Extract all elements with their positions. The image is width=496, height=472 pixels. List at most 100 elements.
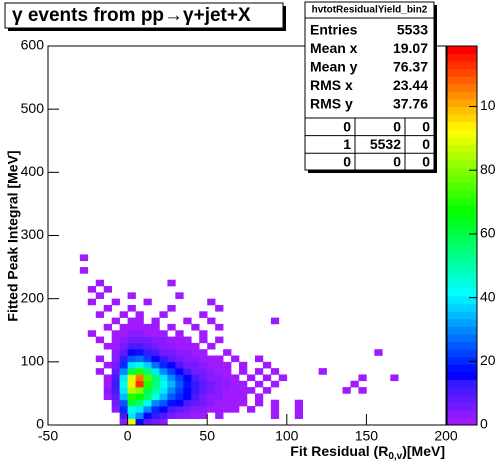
x-axis-title-part: )[MeV] [402,443,445,459]
cell [103,361,112,369]
cell [159,361,168,369]
cell [270,399,280,407]
cell [143,298,152,306]
cell [207,374,216,382]
cell [207,368,216,375]
stats-value: 76.37 [393,59,428,75]
cell [294,412,304,419]
cell [143,361,152,369]
cell [127,399,136,407]
cell [199,399,208,407]
y-tick-label: 0 [36,416,44,432]
cell [175,330,184,337]
palette-band [447,334,477,343]
cell [223,349,232,356]
cell [103,380,112,388]
cell [159,342,168,350]
cell [119,342,128,350]
cell [183,336,192,344]
cell [223,399,232,407]
palette-band [447,303,477,312]
cell [87,298,97,306]
cell [159,355,168,363]
cell [111,393,120,401]
palette-band [447,83,477,92]
cell [183,368,192,375]
stats-table-cell: 0 [393,154,401,170]
stats-name: hvtotResidualYield_bin2 [312,5,428,16]
cell [207,380,216,388]
cell [215,355,224,363]
cell [215,361,224,369]
palette-band [447,121,477,130]
y-tick-label: 500 [21,100,45,116]
cell [374,349,383,356]
cell [175,368,184,375]
cell [95,336,105,344]
cell [199,330,208,337]
cell [127,361,136,369]
cell [175,399,184,407]
cell [135,374,144,382]
palette-band [447,182,477,191]
cell [167,361,176,369]
palette-band [447,205,477,214]
cell [143,380,152,388]
cell [143,412,152,419]
cell [135,412,144,419]
cell [223,368,232,375]
cell [95,311,105,318]
cell [103,304,112,312]
cell [167,399,176,407]
cell [207,298,216,306]
cell [151,387,160,394]
cell [135,342,144,350]
cell [191,387,200,394]
cell [183,361,192,369]
palette-band [447,220,477,229]
cell [135,323,144,331]
cell [175,292,184,299]
cell [183,349,192,356]
cell [175,412,184,419]
cell [119,311,128,318]
x-tick-label: -50 [38,428,58,444]
palette-frame [446,45,478,426]
cell [111,330,120,337]
cell [143,342,152,350]
cell [199,406,208,413]
cell [103,286,112,293]
cell [87,286,97,293]
cell [119,412,128,419]
y-tick-label: 100 [21,353,45,369]
cell [119,323,128,331]
palette-band [447,53,477,62]
cell [270,368,280,375]
cell [183,342,192,350]
cell [127,349,136,356]
cell [199,336,208,344]
palette-band [447,167,477,176]
palette-band [447,402,477,411]
cell [215,412,224,419]
cell [127,317,136,325]
cell [191,412,200,419]
cell [95,292,105,299]
cell [215,323,224,331]
cell [119,393,128,401]
cell [239,361,248,369]
palette-band [447,235,477,244]
stats-label: Entries [310,22,358,38]
cell [183,380,192,388]
stats-table-cell: 0 [422,154,430,170]
z-tick-label: 20 [480,352,496,368]
cell [199,361,208,369]
cell [199,412,208,419]
cell [79,267,89,274]
cell [135,399,144,407]
stats-value: 37.76 [393,95,428,111]
cell [167,374,176,382]
cell [159,349,168,356]
x-axis-title-sub: 0,v [388,451,402,462]
cell [167,368,176,375]
